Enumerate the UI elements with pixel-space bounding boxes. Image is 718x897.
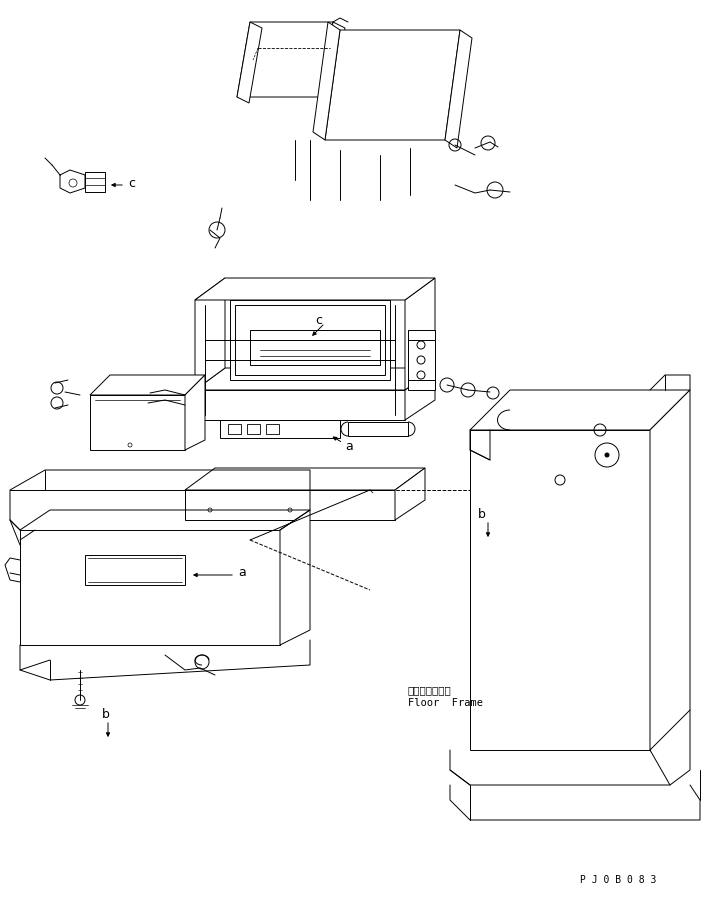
Text: a: a xyxy=(238,567,246,579)
Polygon shape xyxy=(650,390,690,750)
Polygon shape xyxy=(320,22,345,103)
Polygon shape xyxy=(408,340,435,380)
Text: Floor  Frame: Floor Frame xyxy=(408,698,483,708)
Text: P J 0 B 0 8 3: P J 0 B 0 8 3 xyxy=(580,875,656,885)
Polygon shape xyxy=(470,430,650,750)
Polygon shape xyxy=(395,468,425,520)
Polygon shape xyxy=(185,468,425,490)
Polygon shape xyxy=(90,395,185,450)
Polygon shape xyxy=(220,420,340,438)
Text: a: a xyxy=(345,440,353,452)
Circle shape xyxy=(605,453,609,457)
Polygon shape xyxy=(195,390,405,420)
Polygon shape xyxy=(408,330,435,390)
Polygon shape xyxy=(237,22,333,97)
Polygon shape xyxy=(313,22,340,140)
Polygon shape xyxy=(195,278,435,300)
Polygon shape xyxy=(325,30,460,140)
Polygon shape xyxy=(445,30,472,148)
Text: b: b xyxy=(102,709,110,721)
Polygon shape xyxy=(235,305,385,375)
Text: c: c xyxy=(315,313,322,327)
Polygon shape xyxy=(470,390,690,430)
Polygon shape xyxy=(85,172,105,192)
Polygon shape xyxy=(247,424,260,434)
Polygon shape xyxy=(250,330,380,365)
Polygon shape xyxy=(405,278,435,390)
Polygon shape xyxy=(85,555,185,585)
Text: b: b xyxy=(478,509,486,521)
Polygon shape xyxy=(230,300,390,380)
Polygon shape xyxy=(185,375,205,450)
Text: フロアフレーム: フロアフレーム xyxy=(408,685,452,695)
Polygon shape xyxy=(405,368,435,420)
Polygon shape xyxy=(90,375,205,395)
Polygon shape xyxy=(195,368,435,390)
Polygon shape xyxy=(20,530,280,645)
Text: c: c xyxy=(128,177,135,189)
Polygon shape xyxy=(185,490,395,520)
Polygon shape xyxy=(195,278,225,390)
Polygon shape xyxy=(237,22,262,103)
Polygon shape xyxy=(280,510,310,645)
Polygon shape xyxy=(348,422,408,436)
Polygon shape xyxy=(228,424,241,434)
Polygon shape xyxy=(266,424,279,434)
